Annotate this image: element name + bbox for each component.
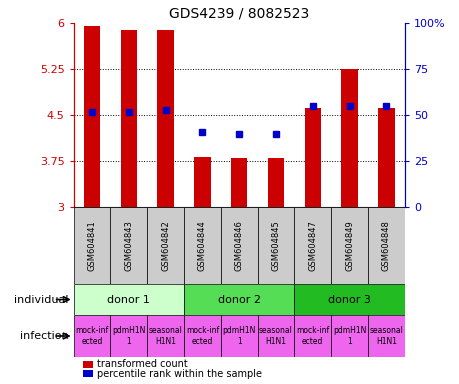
Bar xyxy=(73,207,110,284)
Bar xyxy=(184,207,220,284)
Text: infection: infection xyxy=(20,331,69,341)
Bar xyxy=(294,207,330,284)
Text: transformed count: transformed count xyxy=(96,359,187,369)
Bar xyxy=(84,26,100,207)
Bar xyxy=(257,315,294,357)
Text: GSM604842: GSM604842 xyxy=(161,220,170,271)
Bar xyxy=(257,207,294,284)
Text: GSM604848: GSM604848 xyxy=(381,220,390,271)
Text: GSM604844: GSM604844 xyxy=(197,220,207,271)
Bar xyxy=(330,207,367,284)
Bar xyxy=(230,158,247,207)
Text: mock-inf
ected: mock-inf ected xyxy=(75,326,108,346)
Text: GSM604843: GSM604843 xyxy=(124,220,133,271)
Text: individual: individual xyxy=(15,295,69,305)
Text: donor 3: donor 3 xyxy=(327,295,370,305)
Bar xyxy=(377,108,394,207)
Text: pdmH1N
1: pdmH1N 1 xyxy=(112,326,145,346)
Text: mock-inf
ected: mock-inf ected xyxy=(296,326,329,346)
Bar xyxy=(110,207,147,284)
Bar xyxy=(184,315,220,357)
Bar xyxy=(304,108,320,207)
Bar xyxy=(294,284,404,315)
Bar xyxy=(341,69,357,207)
Bar xyxy=(147,315,184,357)
Bar xyxy=(330,315,367,357)
Bar xyxy=(220,315,257,357)
Text: GSM604846: GSM604846 xyxy=(234,220,243,271)
Bar xyxy=(184,284,294,315)
Bar xyxy=(220,207,257,284)
Bar xyxy=(367,315,404,357)
Text: pdmH1N
1: pdmH1N 1 xyxy=(222,326,255,346)
Bar xyxy=(157,30,174,207)
Text: seasonal
H1N1: seasonal H1N1 xyxy=(258,326,292,346)
Title: GDS4239 / 8082523: GDS4239 / 8082523 xyxy=(169,7,308,20)
Bar xyxy=(147,207,184,284)
Text: GSM604849: GSM604849 xyxy=(344,220,353,271)
Text: pdmH1N
1: pdmH1N 1 xyxy=(332,326,365,346)
Text: GSM604845: GSM604845 xyxy=(271,220,280,271)
Bar xyxy=(120,30,137,207)
Text: GSM604841: GSM604841 xyxy=(87,220,96,271)
Text: seasonal
H1N1: seasonal H1N1 xyxy=(148,326,182,346)
Text: percentile rank within the sample: percentile rank within the sample xyxy=(96,369,261,379)
Bar xyxy=(110,315,147,357)
Bar xyxy=(294,315,330,357)
Text: seasonal
H1N1: seasonal H1N1 xyxy=(369,326,403,346)
Text: donor 1: donor 1 xyxy=(107,295,150,305)
Text: mock-inf
ected: mock-inf ected xyxy=(185,326,218,346)
Bar xyxy=(73,284,184,315)
Text: donor 2: donor 2 xyxy=(217,295,260,305)
Bar xyxy=(73,315,110,357)
Text: GSM604847: GSM604847 xyxy=(308,220,317,271)
Bar xyxy=(267,158,284,207)
Bar xyxy=(367,207,404,284)
Bar xyxy=(194,157,210,207)
